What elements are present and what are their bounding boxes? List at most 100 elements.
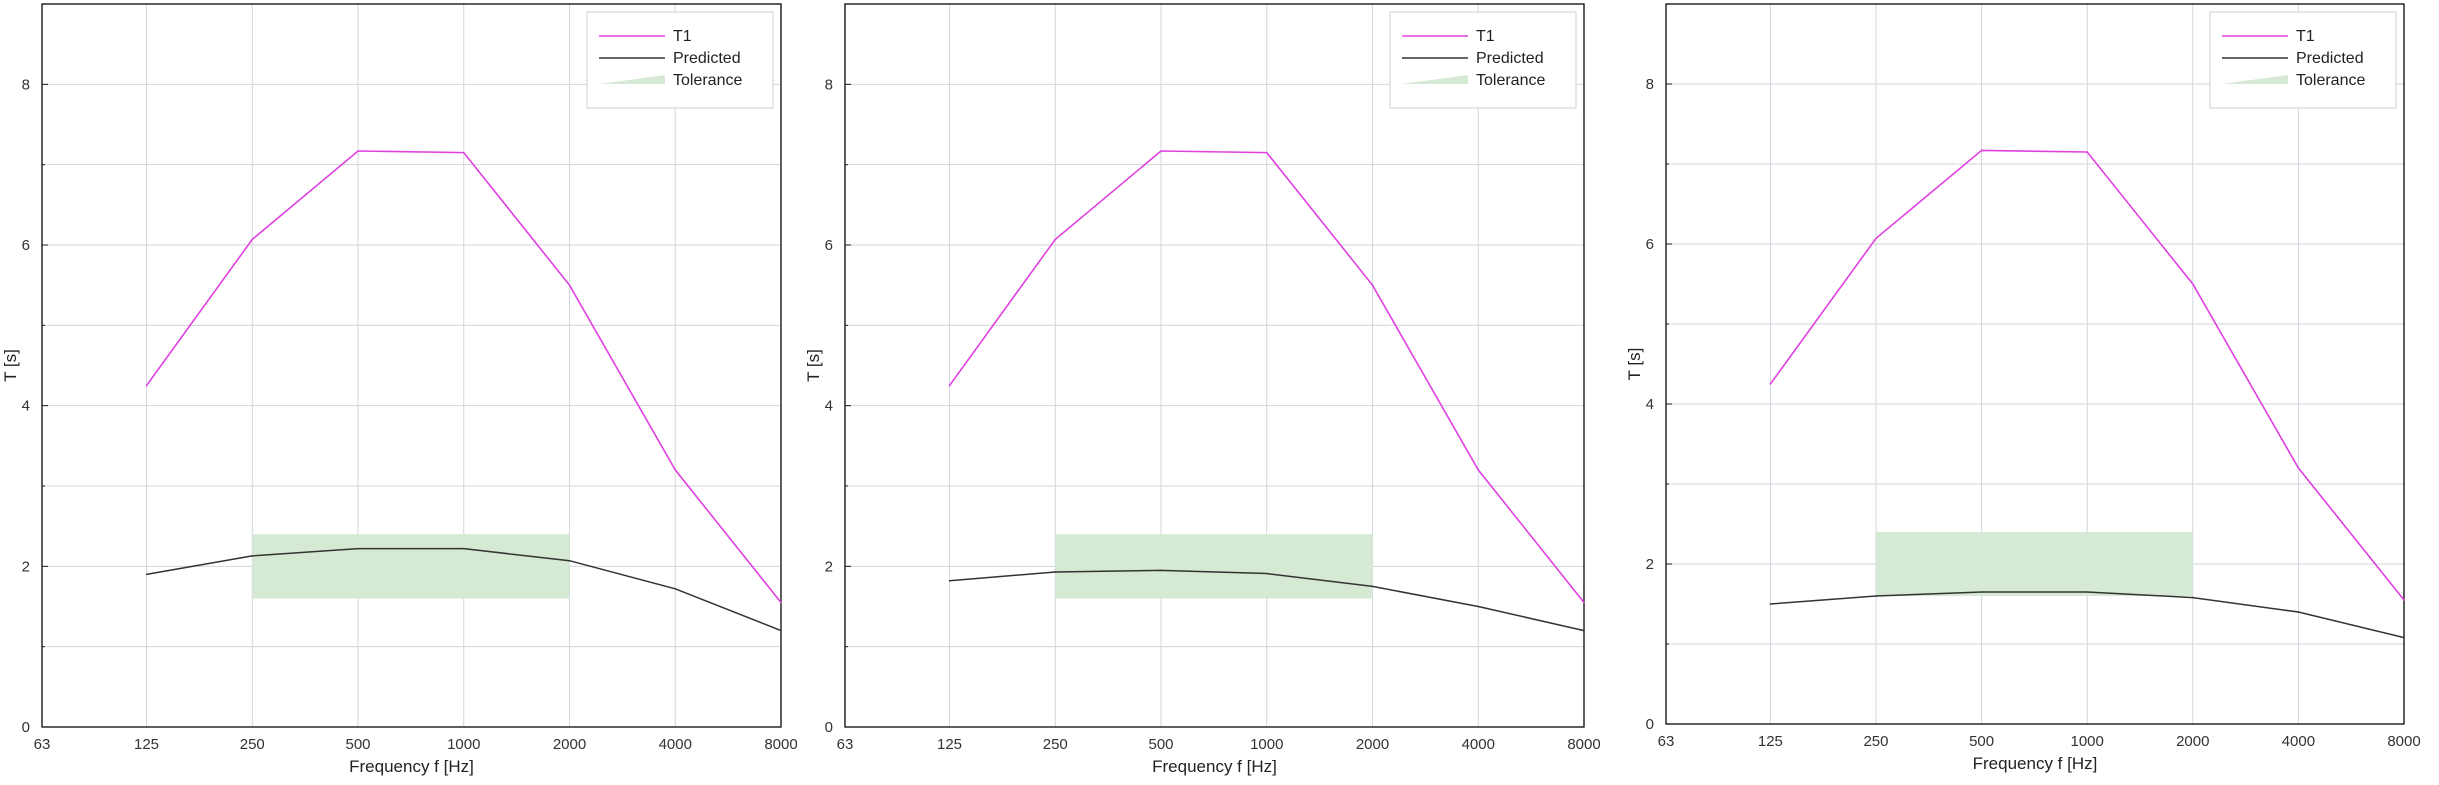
chart1-legend-label-predicted: Predicted xyxy=(673,50,741,67)
chart2-y-tick-label: 2 xyxy=(825,558,833,575)
chart2-tolerance-band xyxy=(1055,534,1373,599)
chart3-legend-label-predicted: Predicted xyxy=(2296,50,2364,67)
chart3-data-point-t1 xyxy=(2191,283,2194,285)
chart2-y-tick-label: 4 xyxy=(825,398,833,415)
chart3-legend-label-t1: T1 xyxy=(2296,28,2315,45)
chart2-data-point-predicted xyxy=(948,579,951,582)
chart2-data-point-t1 xyxy=(1477,469,1480,471)
chart3-data-point-t1 xyxy=(1980,149,1983,152)
chart1-y-tick-label: 4 xyxy=(22,398,30,415)
chart3-data-point-predicted xyxy=(2191,596,2194,599)
chart3-data-point-t1 xyxy=(2403,599,2405,601)
chart1-x-tick-label: 4000 xyxy=(659,736,692,753)
chart2-legend-label-tolerance: Tolerance xyxy=(1476,72,1545,89)
chart3-data-point-predicted xyxy=(2297,611,2300,613)
chart2-legend: T1 Predicted Tolerance xyxy=(1389,11,1577,109)
chart3-y-axis-title: T [s] xyxy=(1625,348,1644,381)
chart2-data-point-t1 xyxy=(948,384,951,387)
chart2-y-axis-title: T [s] xyxy=(804,349,823,382)
chart1-data-point-predicted xyxy=(568,559,571,562)
chart1-legend-box xyxy=(586,11,774,109)
chart3-grid xyxy=(1665,4,2405,724)
chart2-legend-box xyxy=(1389,11,1577,109)
chart1-data-point-t1 xyxy=(251,238,254,241)
chart1-x-tick-label: 2000 xyxy=(553,736,586,753)
chart3-data-point-t1 xyxy=(2297,467,2300,469)
chart1-y-tick-label: 0 xyxy=(22,719,30,736)
chart-panel-2: 0 2 4 6 8 63 125 250 500 1000 2000 4000 8000 Frequenc… xyxy=(804,3,1601,776)
chart1-data-point-t1 xyxy=(780,601,782,604)
chart3-x-tick-label: 250 xyxy=(1863,733,1888,750)
chart2-data-point-t1 xyxy=(1265,151,1268,154)
chart3-legend-label-tolerance: Tolerance xyxy=(2296,72,2365,89)
chart1-legend-label-t1: T1 xyxy=(673,28,692,45)
chart2-x-tick-label: 125 xyxy=(937,736,962,753)
chart2-y-tick-label: 0 xyxy=(825,719,833,736)
chart3-x-tick-label: 1000 xyxy=(2071,733,2104,750)
chart2-data-point-t1 xyxy=(1371,284,1374,286)
chart3-x-tick-label: 500 xyxy=(1969,733,1994,750)
chart2-data-point-predicted xyxy=(1371,585,1374,588)
chart1-data-point-predicted xyxy=(674,588,677,590)
chart1-legend: T1 Predicted Tolerance xyxy=(586,11,774,109)
chart-panel-1: 0 2 4 6 8 63 125 250 500 1000 2000 4000 8000 Frequenc… xyxy=(1,3,798,776)
chart3-data-point-t1 xyxy=(1769,383,1772,385)
chart2-x-tick-label: 250 xyxy=(1043,736,1068,753)
chart3-data-point-t1 xyxy=(1875,237,1877,240)
chart2-x-axis-title: Frequency f [Hz] xyxy=(1152,757,1277,776)
chart1-data-point-predicted xyxy=(145,573,148,576)
chart2-x-tick-label: 500 xyxy=(1149,736,1174,753)
chart2-x-tick-label: 1000 xyxy=(1250,736,1283,753)
chart2-x-tick-label: 4000 xyxy=(1462,736,1495,753)
chart2-x-tick-label: 63 xyxy=(837,736,854,753)
chart2-data-point-predicted xyxy=(1265,572,1268,575)
chart1-data-point-predicted xyxy=(780,629,782,632)
chart3-y-tick-label: 0 xyxy=(1646,716,1654,733)
chart1-legend-swatch-tolerance xyxy=(599,75,665,84)
chart2-y-tick-label: 6 xyxy=(825,237,833,254)
chart3-data-point-t1 xyxy=(2086,151,2088,153)
chart2-data-point-predicted xyxy=(1583,629,1585,632)
chart1-data-point-t1 xyxy=(145,384,148,387)
chart2-y-tick-label: 8 xyxy=(825,76,833,93)
chart2-x-tick-label: 2000 xyxy=(1356,736,1389,753)
chart1-data-point-t1 xyxy=(674,469,677,471)
chart3-tolerance-band xyxy=(1875,532,2193,596)
chart3-y-tick-label: 4 xyxy=(1646,396,1654,413)
chart1-x-axis-title: Frequency f [Hz] xyxy=(349,757,474,776)
chart1-x-tick-label: 8000 xyxy=(764,736,797,753)
chart2-legend-label-t1: T1 xyxy=(1476,28,1495,45)
chart1-data-point-t1 xyxy=(357,150,359,152)
chart3-x-tick-label: 8000 xyxy=(2387,733,2420,750)
chart3-x-axis-title: Frequency f [Hz] xyxy=(1973,754,2098,773)
chart2-data-point-predicted xyxy=(1054,571,1057,573)
chart2-data-point-t1 xyxy=(1054,238,1057,241)
chart1-grid xyxy=(41,4,782,727)
chart1-y-tick-label: 2 xyxy=(22,558,30,575)
chart3-plot-frame xyxy=(1665,3,2405,725)
chart2-x-tick-label: 8000 xyxy=(1567,736,1600,753)
chart1-legend-label-tolerance: Tolerance xyxy=(673,72,742,89)
chart1-tolerance-band xyxy=(252,534,570,599)
chart1-data-point-predicted xyxy=(357,547,359,550)
chart1-data-point-t1 xyxy=(568,284,571,286)
chart1-y-tick-label: 8 xyxy=(22,76,30,93)
chart1-y-tick-label: 6 xyxy=(22,237,30,254)
chart1-x-tick-label: 250 xyxy=(240,736,265,753)
chart3-x-tick-label: 125 xyxy=(1758,733,1783,750)
chart3-x-tick-label: 4000 xyxy=(2282,733,2315,750)
chart2-data-point-t1 xyxy=(1160,150,1162,152)
chart3-legend-box xyxy=(2209,11,2397,109)
chart3-data-point-predicted xyxy=(2086,591,2088,593)
chart3-data-point-predicted xyxy=(1980,591,1983,593)
chart2-legend-label-predicted: Predicted xyxy=(1476,50,1544,67)
chart2-legend-swatch-tolerance xyxy=(1402,75,1468,84)
chart1-data-point-t1 xyxy=(462,151,465,154)
chart1-x-tick-label: 1000 xyxy=(447,736,480,753)
chart2-plot-frame xyxy=(844,3,1585,728)
chart2-grid xyxy=(844,4,1585,727)
chart3-y-tick-label: 2 xyxy=(1646,556,1654,573)
chart3-legend: T1 Predicted Tolerance xyxy=(2209,11,2397,109)
chart3-data-point-predicted xyxy=(1875,595,1877,597)
chart3-y-tick-label: 6 xyxy=(1646,236,1654,253)
